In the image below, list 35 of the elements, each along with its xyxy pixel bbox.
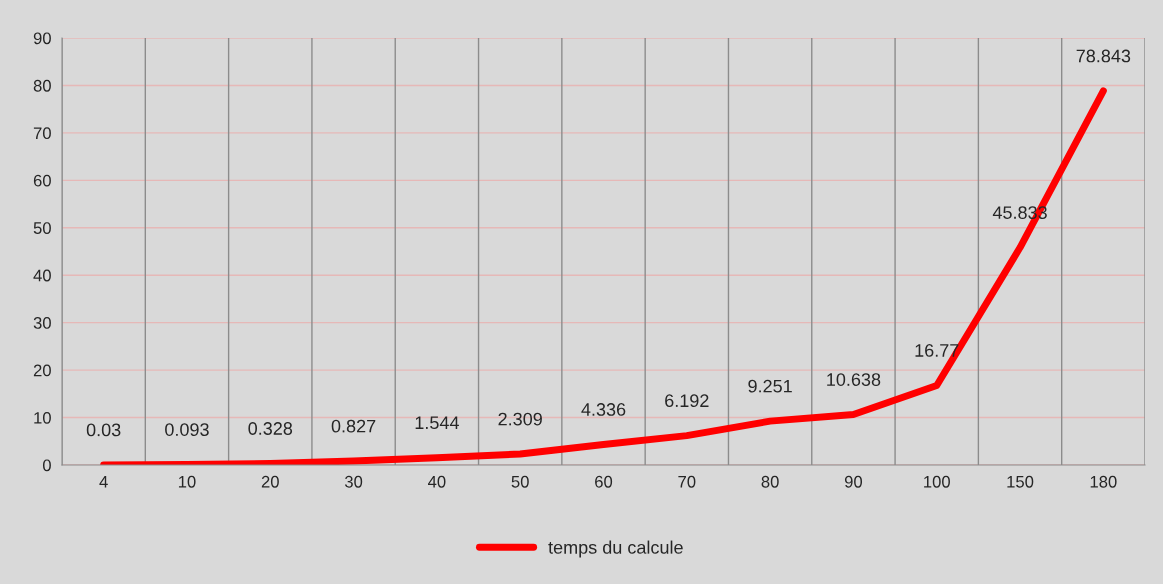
x-tick-label: 10	[178, 475, 196, 488]
y-tick-label: 50	[33, 222, 51, 234]
x-tick-label: 180	[1090, 475, 1117, 488]
data-label: 9.251	[748, 379, 792, 393]
data-label: 10.638	[827, 373, 881, 386]
data-label: 0.328	[248, 422, 293, 435]
data-label: 4.336	[581, 403, 626, 416]
x-tick-label: 60	[595, 475, 613, 488]
data-label: 0.03	[86, 423, 121, 437]
data-label: 1.544	[415, 416, 459, 430]
y-tick-label: 60	[33, 174, 51, 187]
x-tick-label: 40	[428, 475, 446, 488]
x-tick-label: 150	[1007, 475, 1034, 488]
data-label: 0.827	[331, 419, 376, 433]
x-tick-label: 4	[99, 476, 108, 488]
y-tick-label: 10	[34, 411, 51, 424]
y-tick-label: 20	[33, 364, 51, 377]
x-tick-label: 50	[511, 475, 529, 488]
data-label: 78.843	[1076, 49, 1131, 63]
y-tick-label: 70	[33, 127, 51, 140]
x-tick-label: 80	[761, 475, 779, 488]
y-tick-label: 90	[33, 32, 51, 45]
x-tick-label: 90	[844, 475, 863, 488]
data-label: 0.093	[165, 423, 209, 436]
x-tick-label: 100	[924, 475, 950, 488]
data-label: 2.309	[498, 412, 542, 426]
legend-label: temps du calcule	[548, 540, 683, 558]
y-tick-label: 0	[42, 459, 51, 472]
y-tick-label: 80	[33, 79, 51, 92]
y-tick-label: 40	[33, 269, 51, 282]
x-tick-label: 70	[678, 475, 696, 488]
data-label: 6.192	[665, 394, 709, 408]
y-tick-label: 30	[33, 317, 51, 329]
x-tick-label: 30	[344, 475, 363, 488]
x-tick-label: 20	[261, 475, 279, 488]
